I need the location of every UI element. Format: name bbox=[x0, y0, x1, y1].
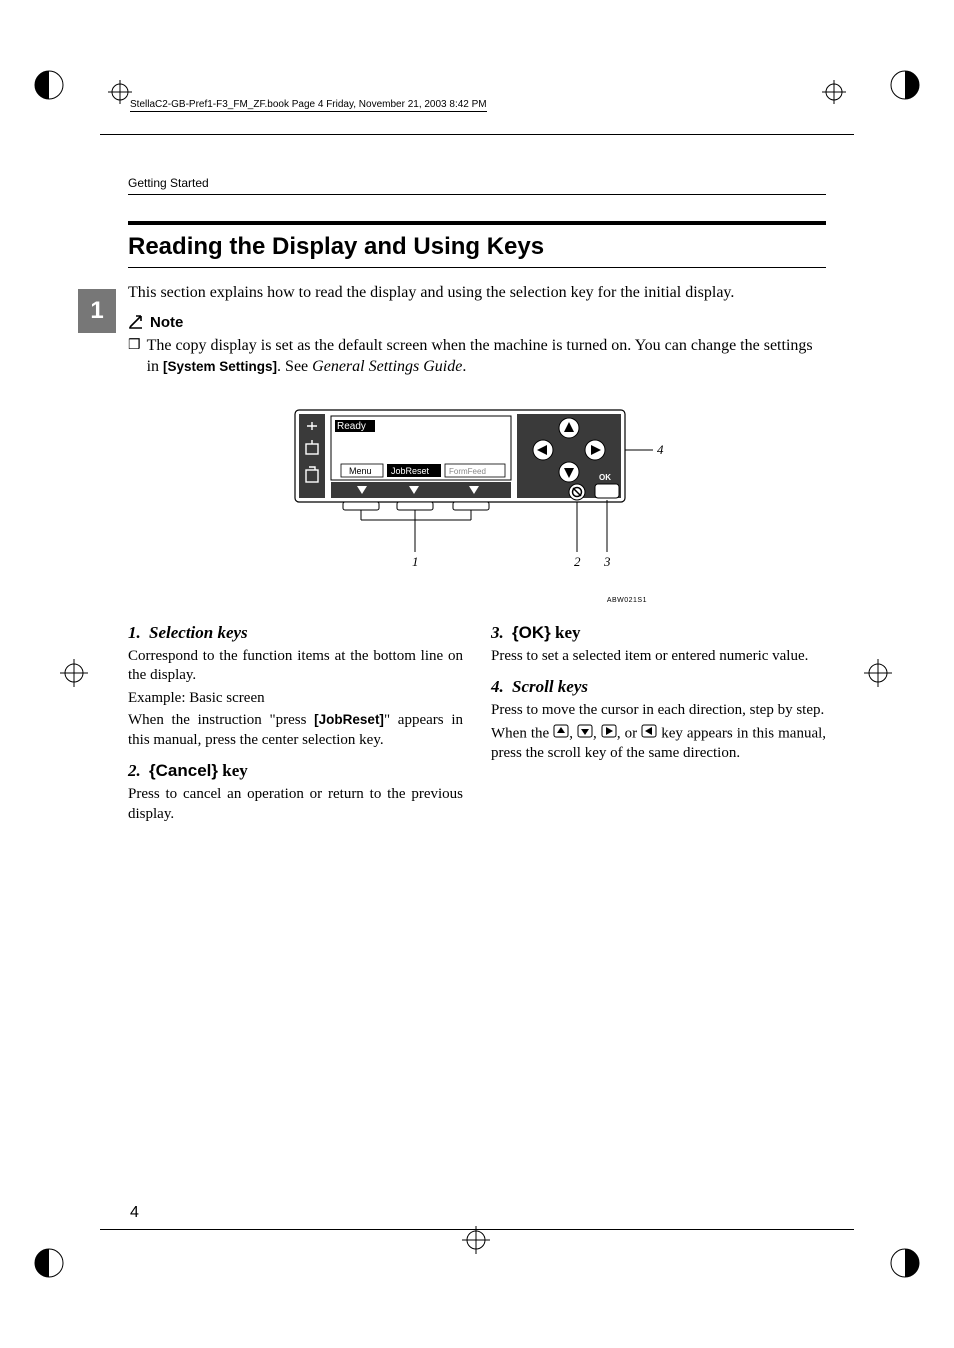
item-2-tail: key bbox=[218, 761, 248, 780]
note-text-c: . See bbox=[277, 358, 312, 375]
note-label: Note bbox=[150, 314, 183, 331]
chapter-tab: 1 bbox=[78, 289, 116, 333]
item-4-head: 4. Scroll keys bbox=[491, 676, 826, 698]
note-text: The copy display is set as the default s… bbox=[147, 335, 826, 378]
reg-mark-inner-r bbox=[820, 78, 848, 111]
reg-mark-tr bbox=[888, 68, 922, 102]
arrow-left-key-icon bbox=[641, 724, 657, 745]
note-text-b: [System Settings] bbox=[163, 359, 277, 374]
item-1-num: 1. bbox=[128, 623, 141, 642]
note-text-e: . bbox=[462, 358, 466, 375]
items-columns: 1. Selection keys Correspond to the func… bbox=[128, 622, 826, 825]
section-title: Reading the Display and Using Keys bbox=[128, 233, 826, 261]
running-head: Getting Started bbox=[128, 176, 826, 195]
item-3-num: 3. bbox=[491, 623, 504, 642]
svg-text:OK: OK bbox=[599, 473, 611, 482]
item-3-close: } bbox=[544, 623, 551, 642]
svg-text:2: 2 bbox=[574, 554, 581, 569]
right-column: 3. {OK} key Press to set a selected item… bbox=[491, 622, 826, 825]
svg-text:Ready: Ready bbox=[337, 421, 366, 432]
crop-line-top bbox=[100, 134, 854, 135]
left-column: 1. Selection keys Correspond to the func… bbox=[128, 622, 463, 825]
svg-text:FormFeed: FormFeed bbox=[449, 467, 486, 476]
item-1-p2: Example: Basic screen bbox=[128, 689, 463, 709]
item-4-title: Scroll keys bbox=[512, 677, 588, 696]
control-panel-figure: Ready Menu JobReset FormFeed bbox=[277, 402, 677, 604]
svg-text:Menu: Menu bbox=[349, 466, 372, 476]
reg-mark-br bbox=[888, 1246, 922, 1280]
page-number: 4 bbox=[130, 1204, 139, 1222]
note-text-d: General Settings Guide bbox=[312, 358, 462, 375]
item-2-close: } bbox=[211, 761, 218, 780]
reg-mark-inner-l bbox=[106, 78, 134, 111]
item-1-p3: When the instruction "press [JobReset]" … bbox=[128, 711, 463, 750]
item-4-p2: When the , , , or key appears in this ma… bbox=[491, 724, 826, 764]
arrow-right-key-icon bbox=[601, 724, 617, 745]
item-2-num: 2. bbox=[128, 761, 141, 780]
reg-mark-bl bbox=[32, 1246, 66, 1280]
item-3-p1: Press to set a selected item or entered … bbox=[491, 647, 826, 667]
item-2-head: 2. {Cancel} key bbox=[128, 760, 463, 782]
reg-mark-mb bbox=[462, 1226, 492, 1256]
note-bullet: ❒ bbox=[128, 335, 141, 378]
reg-mark-ml bbox=[60, 659, 90, 689]
item-4-p2a: When the bbox=[491, 726, 553, 742]
page: StellaC2-GB-Pref1-F3_FM_ZF.book Page 4 F… bbox=[128, 94, 826, 1228]
item-3-open: { bbox=[512, 623, 519, 642]
intro-paragraph: This section explains how to read the di… bbox=[128, 282, 826, 304]
svg-text:JobReset: JobReset bbox=[391, 466, 430, 476]
item-3-key: OK bbox=[519, 623, 545, 642]
note-icon bbox=[128, 314, 144, 330]
arrow-up-key-icon bbox=[553, 724, 569, 745]
item-1-head: 1. Selection keys bbox=[128, 622, 463, 644]
reg-mark-tl bbox=[32, 68, 66, 102]
item-4-p1: Press to move the cursor in each directi… bbox=[491, 701, 826, 721]
svg-text:4: 4 bbox=[657, 442, 664, 457]
crop-line-bottom bbox=[100, 1229, 854, 1230]
item-2-p1: Press to cancel an operation or return t… bbox=[128, 785, 463, 824]
figure-code: ABW021S1 bbox=[277, 597, 647, 604]
item-3-tail: key bbox=[551, 623, 581, 642]
item-1-p1: Correspond to the function items at the … bbox=[128, 647, 463, 686]
item-4-num: 4. bbox=[491, 677, 504, 696]
reg-mark-mr bbox=[864, 659, 894, 689]
item-1-p3b: [JobReset] bbox=[314, 712, 384, 727]
section-title-rule: Reading the Display and Using Keys bbox=[128, 221, 826, 268]
note-item: ❒ The copy display is set as the default… bbox=[128, 335, 826, 378]
item-2-open: { bbox=[149, 761, 156, 780]
note-heading: Note bbox=[128, 314, 826, 331]
item-3-head: 3. {OK} key bbox=[491, 622, 826, 644]
item-2-key: Cancel bbox=[156, 761, 212, 780]
item-1-title: Selection keys bbox=[149, 623, 248, 642]
book-reference: StellaC2-GB-Pref1-F3_FM_ZF.book Page 4 F… bbox=[130, 99, 487, 112]
item-1-p3a: When the instruction "press bbox=[128, 712, 314, 728]
svg-text:1: 1 bbox=[412, 554, 419, 569]
arrow-down-key-icon bbox=[577, 724, 593, 745]
svg-text:3: 3 bbox=[603, 554, 611, 569]
